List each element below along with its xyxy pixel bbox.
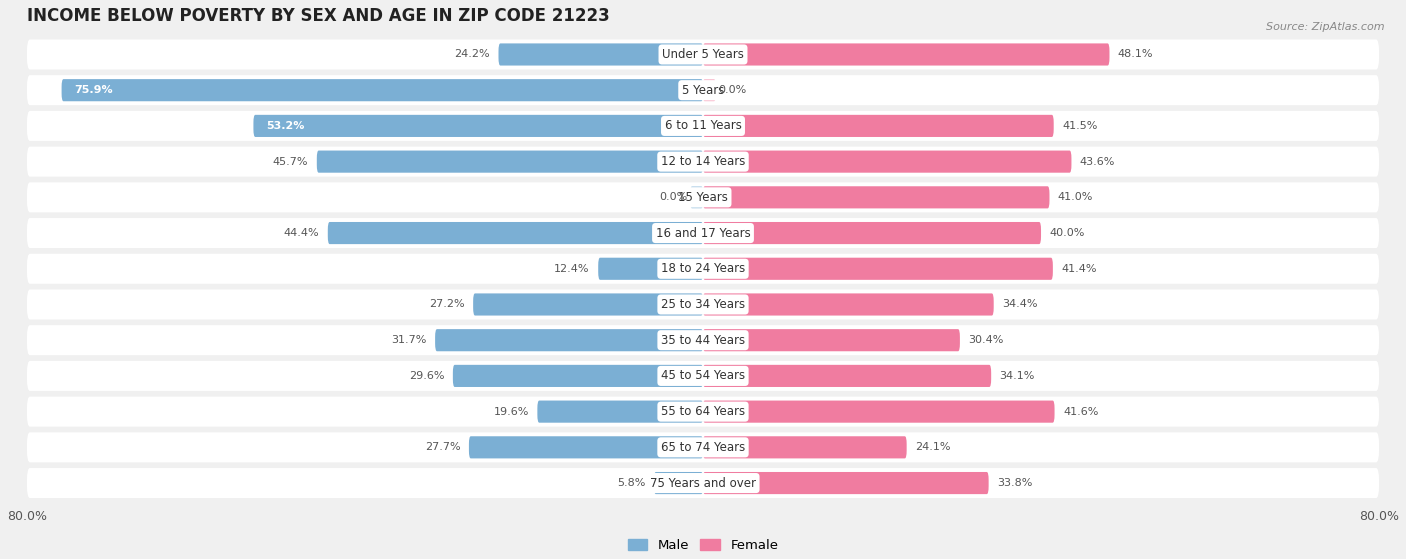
FancyBboxPatch shape	[703, 44, 1109, 65]
Text: 48.1%: 48.1%	[1118, 50, 1153, 59]
FancyBboxPatch shape	[453, 365, 703, 387]
FancyBboxPatch shape	[499, 44, 703, 65]
Text: 33.8%: 33.8%	[997, 478, 1032, 488]
FancyBboxPatch shape	[703, 401, 1054, 423]
Text: 41.5%: 41.5%	[1062, 121, 1098, 131]
Text: 29.6%: 29.6%	[409, 371, 444, 381]
FancyBboxPatch shape	[27, 290, 1379, 320]
Text: 5 Years: 5 Years	[682, 84, 724, 97]
FancyBboxPatch shape	[703, 436, 907, 458]
Text: 16 and 17 Years: 16 and 17 Years	[655, 226, 751, 240]
FancyBboxPatch shape	[27, 40, 1379, 69]
Text: 15 Years: 15 Years	[678, 191, 728, 204]
Text: 41.6%: 41.6%	[1063, 406, 1098, 416]
FancyBboxPatch shape	[703, 329, 960, 351]
Text: 35 to 44 Years: 35 to 44 Years	[661, 334, 745, 347]
Text: 44.4%: 44.4%	[284, 228, 319, 238]
Text: 27.7%: 27.7%	[425, 442, 461, 452]
FancyBboxPatch shape	[316, 150, 703, 173]
Text: 53.2%: 53.2%	[266, 121, 305, 131]
Text: 18 to 24 Years: 18 to 24 Years	[661, 262, 745, 275]
FancyBboxPatch shape	[690, 186, 703, 209]
FancyBboxPatch shape	[27, 397, 1379, 427]
FancyBboxPatch shape	[434, 329, 703, 351]
FancyBboxPatch shape	[27, 325, 1379, 355]
FancyBboxPatch shape	[703, 79, 716, 101]
Text: 43.6%: 43.6%	[1080, 157, 1115, 167]
Text: 5.8%: 5.8%	[617, 478, 645, 488]
FancyBboxPatch shape	[253, 115, 703, 137]
FancyBboxPatch shape	[703, 186, 1049, 209]
Text: 55 to 64 Years: 55 to 64 Years	[661, 405, 745, 418]
FancyBboxPatch shape	[703, 293, 994, 315]
Text: 0.0%: 0.0%	[718, 85, 747, 95]
Text: 75 Years and over: 75 Years and over	[650, 477, 756, 490]
Text: 34.1%: 34.1%	[1000, 371, 1035, 381]
FancyBboxPatch shape	[703, 150, 1071, 173]
FancyBboxPatch shape	[27, 468, 1379, 498]
Text: Under 5 Years: Under 5 Years	[662, 48, 744, 61]
Text: Source: ZipAtlas.com: Source: ZipAtlas.com	[1267, 22, 1385, 32]
Text: INCOME BELOW POVERTY BY SEX AND AGE IN ZIP CODE 21223: INCOME BELOW POVERTY BY SEX AND AGE IN Z…	[27, 7, 610, 25]
FancyBboxPatch shape	[27, 254, 1379, 284]
FancyBboxPatch shape	[703, 115, 1053, 137]
Text: 45.7%: 45.7%	[273, 157, 308, 167]
FancyBboxPatch shape	[654, 472, 703, 494]
Text: 12 to 14 Years: 12 to 14 Years	[661, 155, 745, 168]
FancyBboxPatch shape	[27, 218, 1379, 248]
Text: 24.2%: 24.2%	[454, 50, 491, 59]
Text: 19.6%: 19.6%	[494, 406, 529, 416]
Text: 75.9%: 75.9%	[75, 85, 112, 95]
Text: 6 to 11 Years: 6 to 11 Years	[665, 120, 741, 132]
FancyBboxPatch shape	[470, 436, 703, 458]
Text: 65 to 74 Years: 65 to 74 Years	[661, 441, 745, 454]
FancyBboxPatch shape	[328, 222, 703, 244]
FancyBboxPatch shape	[27, 182, 1379, 212]
FancyBboxPatch shape	[474, 293, 703, 315]
FancyBboxPatch shape	[598, 258, 703, 280]
Text: 34.4%: 34.4%	[1002, 300, 1038, 310]
FancyBboxPatch shape	[27, 432, 1379, 462]
FancyBboxPatch shape	[27, 75, 1379, 105]
Text: 12.4%: 12.4%	[554, 264, 589, 274]
Text: 41.4%: 41.4%	[1062, 264, 1097, 274]
FancyBboxPatch shape	[537, 401, 703, 423]
FancyBboxPatch shape	[62, 79, 703, 101]
Text: 31.7%: 31.7%	[391, 335, 426, 345]
Text: 25 to 34 Years: 25 to 34 Years	[661, 298, 745, 311]
Text: 41.0%: 41.0%	[1057, 192, 1094, 202]
FancyBboxPatch shape	[703, 258, 1053, 280]
FancyBboxPatch shape	[703, 365, 991, 387]
Text: 30.4%: 30.4%	[969, 335, 1004, 345]
Legend: Male, Female: Male, Female	[623, 533, 783, 557]
FancyBboxPatch shape	[27, 111, 1379, 141]
FancyBboxPatch shape	[703, 472, 988, 494]
FancyBboxPatch shape	[27, 146, 1379, 177]
Text: 0.0%: 0.0%	[659, 192, 688, 202]
Text: 45 to 54 Years: 45 to 54 Years	[661, 369, 745, 382]
Text: 27.2%: 27.2%	[429, 300, 465, 310]
FancyBboxPatch shape	[27, 361, 1379, 391]
Text: 40.0%: 40.0%	[1049, 228, 1085, 238]
FancyBboxPatch shape	[703, 222, 1040, 244]
Text: 24.1%: 24.1%	[915, 442, 950, 452]
